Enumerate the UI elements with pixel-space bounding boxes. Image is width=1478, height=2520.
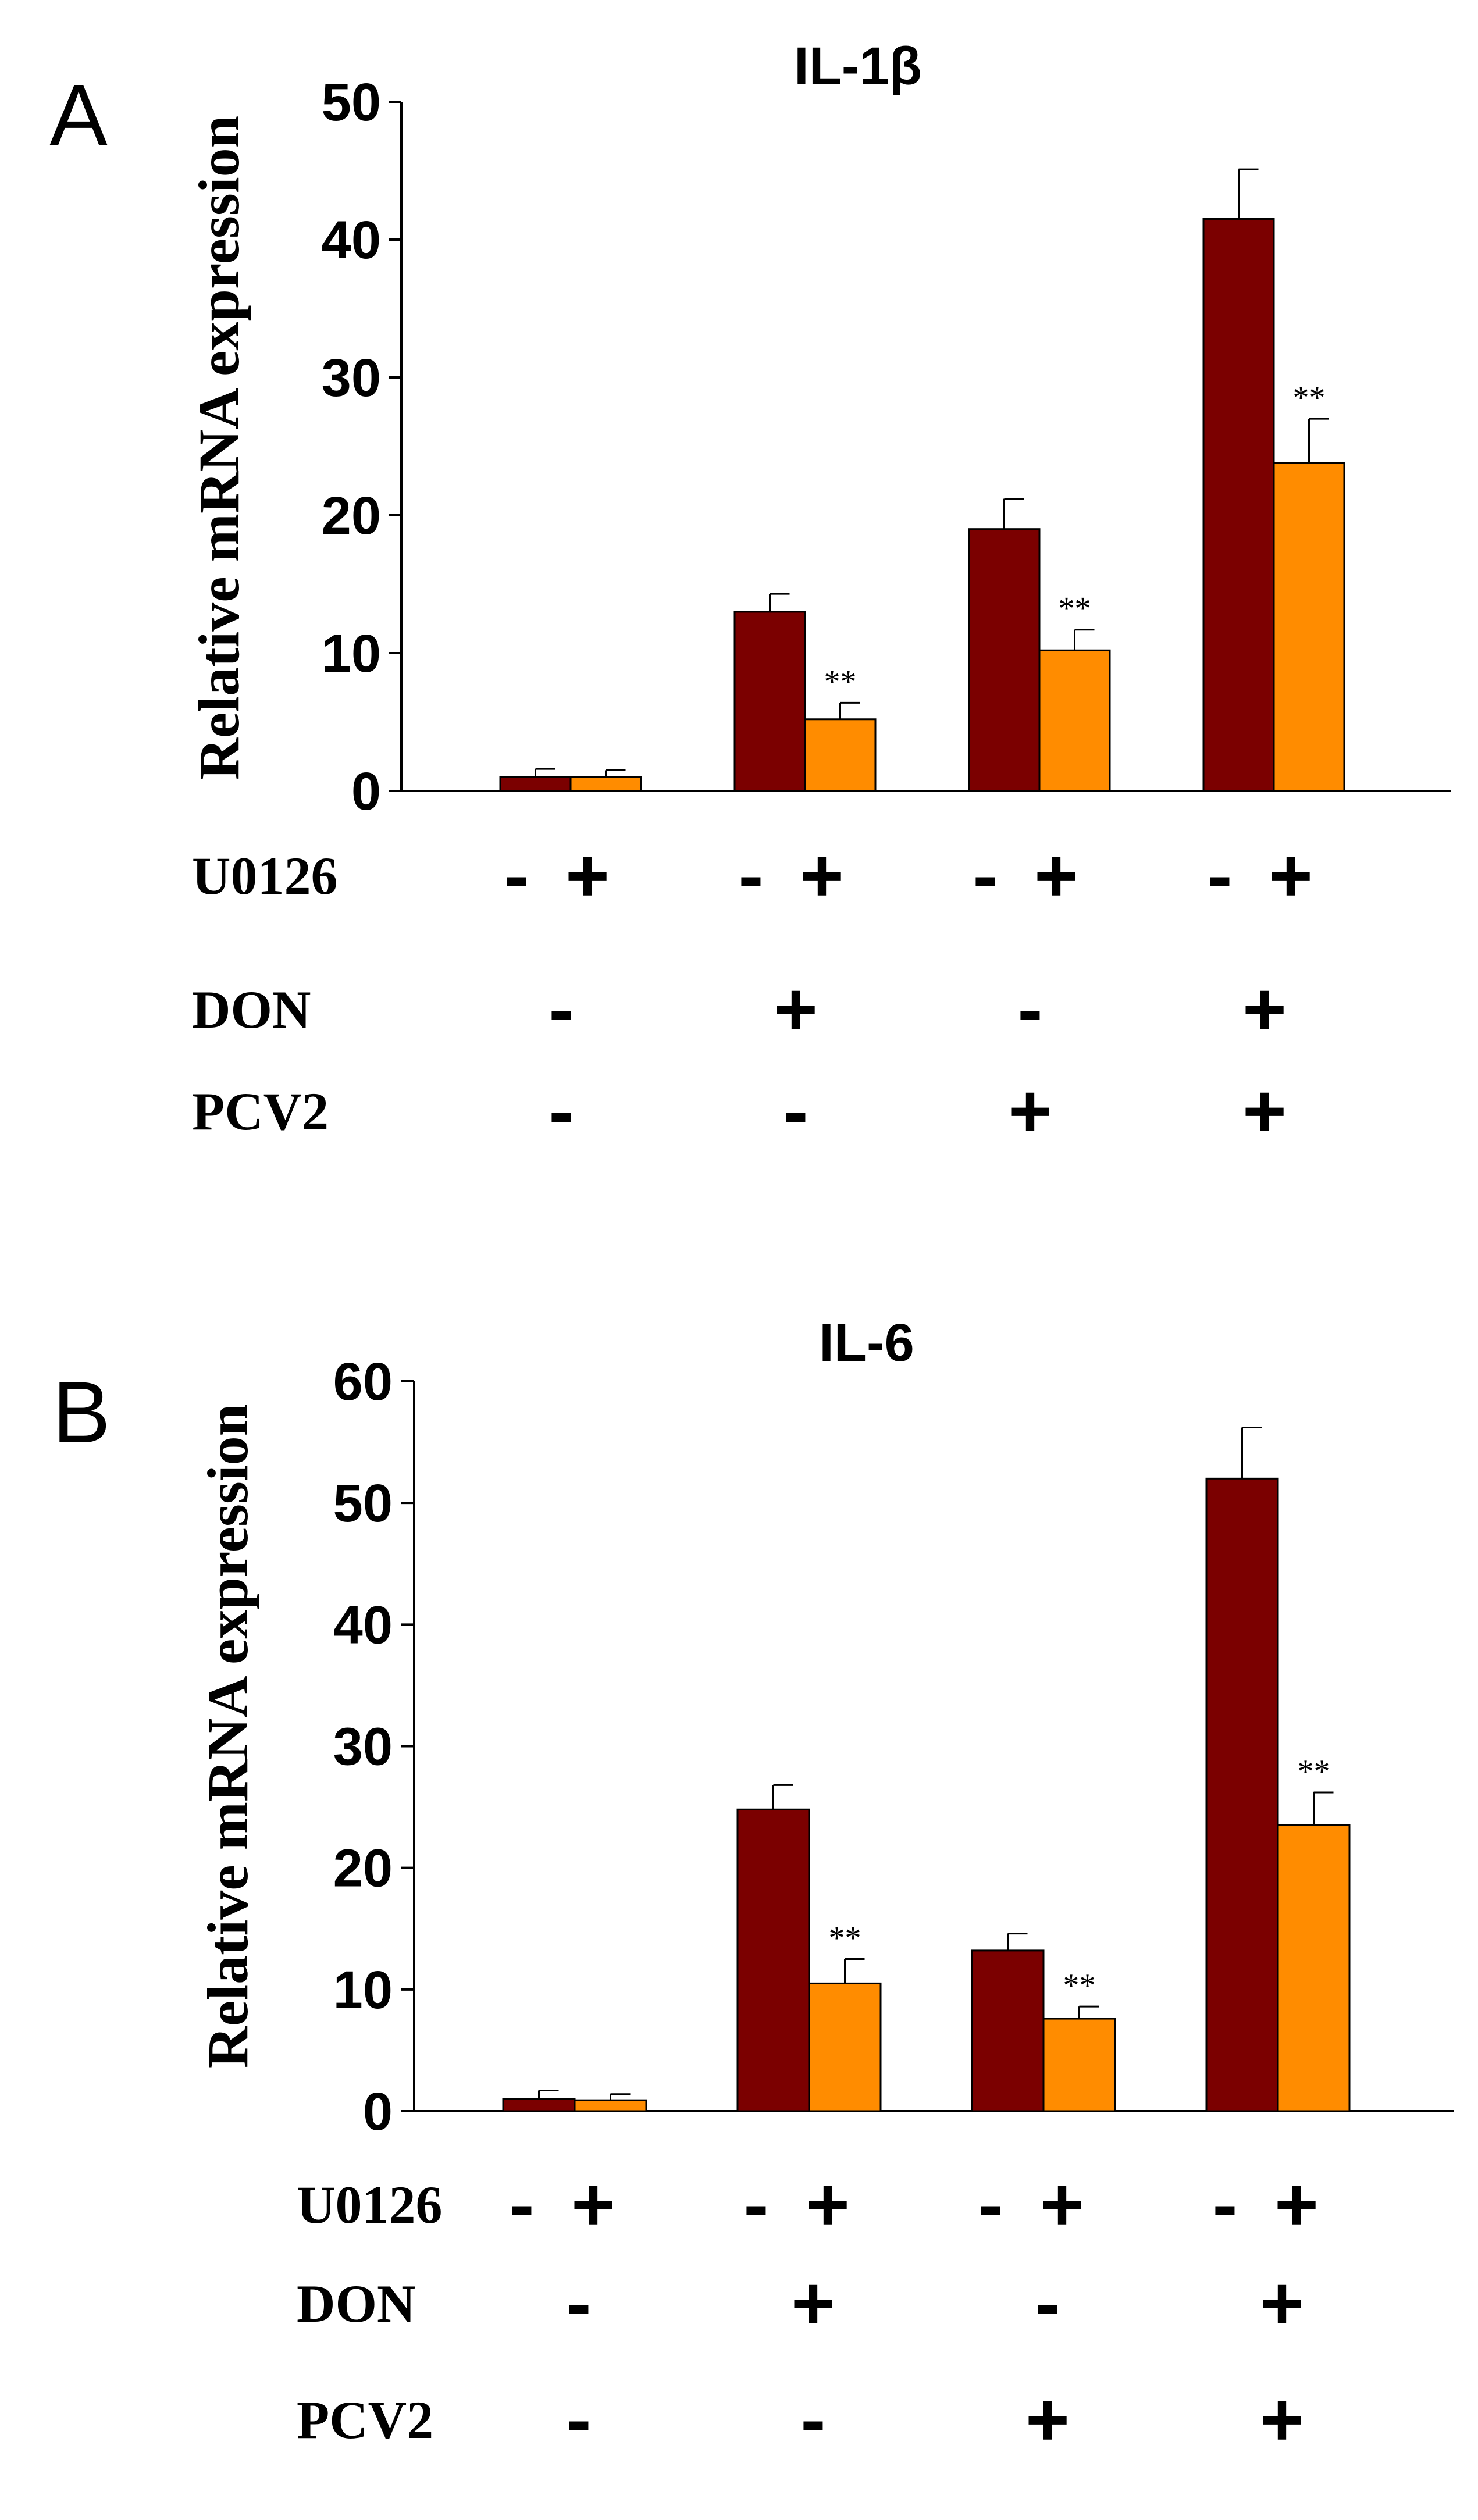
condition-sign: + bbox=[774, 967, 818, 1052]
condition-sign: - bbox=[549, 967, 574, 1052]
condition-sign: - bbox=[973, 833, 998, 918]
y-tick-label: 30 bbox=[333, 1717, 393, 1777]
plot-area-a: 0 10 20 30 40 50 ** ** ** bbox=[322, 73, 1451, 821]
y-tick-label: 40 bbox=[333, 1595, 393, 1655]
chart-title-b: IL-6 bbox=[819, 1313, 914, 1373]
condition-sign: + bbox=[565, 833, 610, 918]
bar bbox=[574, 2099, 647, 2112]
significance-label: ** bbox=[1063, 1967, 1096, 2004]
y-tick-label: 10 bbox=[322, 624, 381, 683]
condition-sign: - bbox=[566, 2377, 591, 2462]
condition-sign: - bbox=[800, 2377, 825, 2462]
bar bbox=[808, 1982, 882, 2112]
y-tick-label: 0 bbox=[363, 2082, 393, 2141]
condition-sign: - bbox=[1035, 2261, 1060, 2346]
condition-sign: + bbox=[1274, 2162, 1319, 2247]
condition-table-a: U0126- + - + - + - +DON - + - +PCV2- - + + bbox=[192, 833, 1313, 1153]
y-axis-label-a: Relative mRNA expression bbox=[187, 116, 251, 780]
y-tick-label: 50 bbox=[322, 73, 381, 132]
bar bbox=[968, 528, 1041, 792]
bar bbox=[1273, 462, 1345, 792]
bar bbox=[1277, 1824, 1351, 2112]
condition-sign: + bbox=[1040, 2162, 1084, 2247]
significance-label: ** bbox=[824, 664, 857, 700]
significance-label: ** bbox=[1293, 380, 1326, 416]
y-tick-label: 10 bbox=[333, 1961, 393, 2020]
condition-sign: - bbox=[566, 2261, 591, 2346]
bar bbox=[1042, 2018, 1116, 2112]
condition-sign: - bbox=[1212, 2162, 1237, 2247]
bar bbox=[502, 2098, 576, 2112]
condition-table-b: U0126- + - + - + - +DON - + - +PCV2- - + + bbox=[297, 2162, 1319, 2462]
y-tick-label: 20 bbox=[322, 486, 381, 546]
condition-sign: + bbox=[1242, 1068, 1287, 1153]
condition-sign: + bbox=[1025, 2377, 1070, 2462]
significance-label: ** bbox=[829, 1920, 861, 1956]
condition-sign: - bbox=[504, 833, 529, 918]
condition-sign: + bbox=[791, 2261, 835, 2346]
y-tick-label: 30 bbox=[322, 348, 381, 408]
condition-label-pcv2: PCV2 bbox=[192, 1082, 329, 1141]
panel-b-il6-chart: B IL-6 Relative mRNA expression 0 10 20 30 4… bbox=[52, 1313, 1454, 2462]
condition-sign: - bbox=[1207, 833, 1232, 918]
y-axis-label-b: Relative mRNA expression bbox=[195, 1404, 260, 2068]
bar bbox=[569, 776, 642, 792]
chart-title-a: IL-1β bbox=[794, 37, 922, 96]
condition-label-u0126: U0126 bbox=[297, 2175, 442, 2234]
bar bbox=[1205, 1477, 1279, 2112]
condition-sign: + bbox=[1008, 1068, 1052, 1153]
plot-area-b: 0 10 20 30 40 50 60 ** ** ** bbox=[333, 1352, 1454, 2141]
condition-sign: - bbox=[1017, 967, 1042, 1052]
condition-sign: - bbox=[743, 2162, 768, 2247]
condition-sign: - bbox=[738, 833, 763, 918]
bar bbox=[804, 718, 877, 792]
panel-label-a: A bbox=[49, 66, 108, 164]
y-tick-label: 20 bbox=[333, 1839, 393, 1898]
significance-label: ** bbox=[1298, 1753, 1330, 1790]
panel-a-il1b-chart: A IL-1β Relative mRNA expression 0 10 20 30… bbox=[49, 37, 1451, 1153]
y-tick-label: 0 bbox=[351, 762, 381, 821]
bar bbox=[733, 611, 806, 792]
condition-sign: + bbox=[806, 2162, 850, 2247]
condition-sign: + bbox=[571, 2162, 615, 2247]
condition-sign: + bbox=[1269, 833, 1313, 918]
bar bbox=[736, 1808, 810, 2112]
condition-label-don: DON bbox=[192, 980, 311, 1039]
condition-label-pcv2: PCV2 bbox=[297, 2390, 433, 2450]
panel-label-b: B bbox=[52, 1363, 111, 1461]
bar bbox=[499, 776, 572, 792]
bar bbox=[1202, 218, 1275, 792]
condition-sign: + bbox=[1260, 2377, 1304, 2462]
y-tick-label: 60 bbox=[333, 1352, 393, 1412]
bar bbox=[971, 1949, 1045, 2112]
condition-sign: - bbox=[783, 1068, 808, 1153]
bar bbox=[1038, 649, 1111, 792]
condition-sign: + bbox=[1260, 2261, 1304, 2346]
condition-sign: + bbox=[1034, 833, 1078, 918]
condition-sign: - bbox=[549, 1068, 574, 1153]
condition-label-don: DON bbox=[297, 2274, 415, 2333]
y-tick-label: 40 bbox=[322, 211, 381, 270]
significance-label: ** bbox=[1059, 591, 1091, 627]
condition-sign: - bbox=[509, 2162, 534, 2247]
condition-sign: + bbox=[1242, 967, 1287, 1052]
condition-sign: - bbox=[978, 2162, 1003, 2247]
condition-sign: + bbox=[800, 833, 844, 918]
condition-label-u0126: U0126 bbox=[192, 846, 337, 906]
y-tick-label: 50 bbox=[333, 1474, 393, 1533]
